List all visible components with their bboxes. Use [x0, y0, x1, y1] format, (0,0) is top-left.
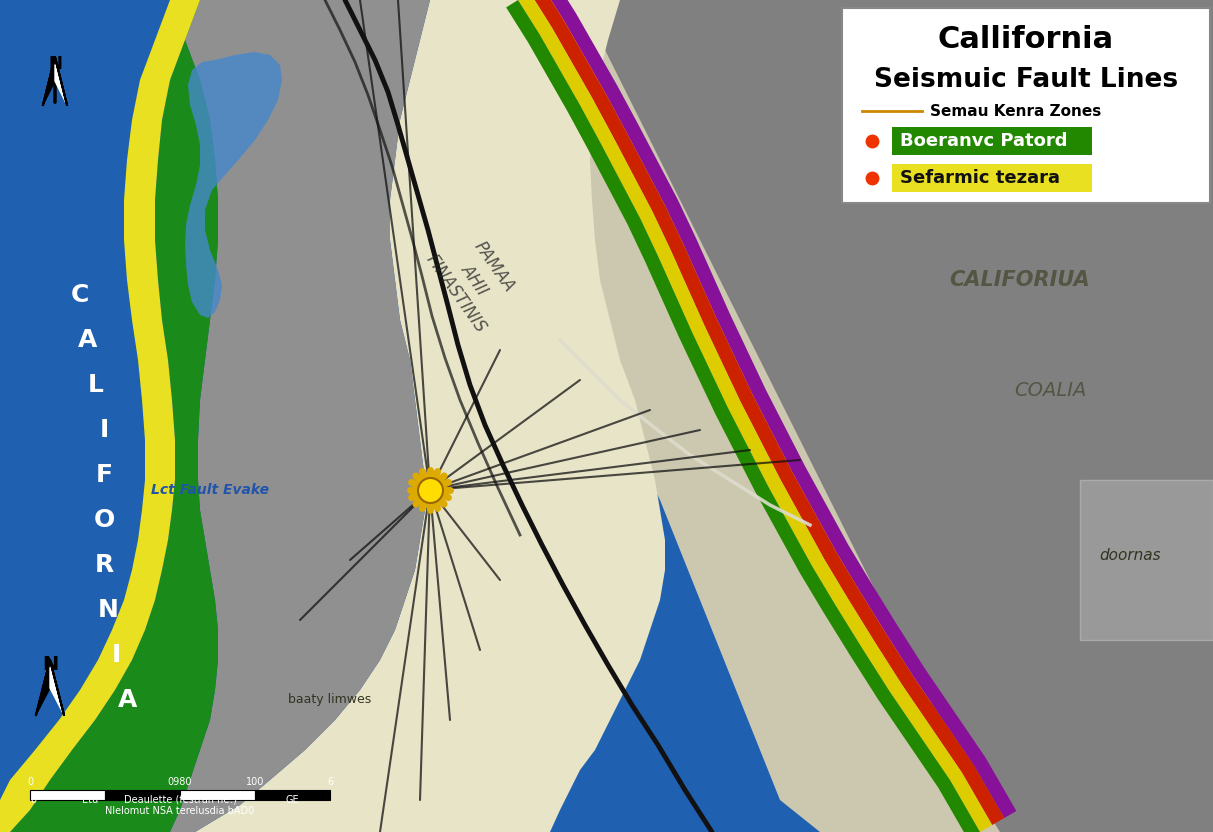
Text: Deaulette (festran ne!): Deaulette (festran ne!) [124, 795, 237, 805]
Polygon shape [530, 0, 1213, 832]
Bar [30, 790, 106, 800]
Polygon shape [542, 0, 1016, 818]
Text: Seismuic Fault Lines: Seismuic Fault Lines [873, 67, 1178, 93]
Polygon shape [10, 0, 218, 832]
Text: PAMAA
AHII
FINASTINIS: PAMAA AHII FINASTINIS [422, 224, 528, 336]
Polygon shape [36, 660, 50, 715]
Text: 100: 100 [246, 777, 264, 787]
Text: 0: 0 [30, 795, 36, 805]
Text: 6: 6 [328, 777, 334, 787]
Text: L: L [89, 373, 104, 397]
Text: 0: 0 [27, 777, 33, 787]
Text: 0980: 0980 [167, 777, 192, 787]
Text: doornas: doornas [1099, 547, 1161, 562]
Text: I: I [112, 643, 120, 667]
Text: A: A [119, 688, 138, 712]
Text: Callifornia: Callifornia [938, 26, 1114, 55]
Text: Nlelomut NSA terelusdia bAD0: Nlelomut NSA terelusdia bAD0 [106, 806, 255, 816]
Bar [255, 790, 330, 800]
Text: Semau Kenra Zones: Semau Kenra Zones [930, 103, 1101, 118]
Text: N: N [97, 598, 119, 622]
Text: Lct Fault Evake: Lct Fault Evake [150, 483, 269, 497]
Bar [892, 127, 1092, 155]
Polygon shape [518, 0, 992, 832]
Text: CALIFORIUA: CALIFORIUA [950, 270, 1090, 290]
Text: A: A [79, 328, 98, 352]
Polygon shape [42, 57, 55, 105]
Bar [106, 790, 180, 800]
Polygon shape [55, 57, 67, 105]
Text: R: R [95, 553, 114, 577]
Polygon shape [506, 0, 980, 832]
Text: O: O [93, 508, 114, 532]
Text: GE: GE [286, 795, 300, 805]
Bar [1080, 480, 1213, 640]
Bar [842, 8, 1211, 203]
Polygon shape [0, 0, 200, 832]
Bar [180, 790, 255, 800]
Bar [892, 164, 1092, 192]
Text: Boeranvc Patord: Boeranvc Patord [900, 132, 1067, 150]
Polygon shape [429, 0, 1213, 832]
Text: F: F [96, 463, 113, 487]
Text: baaty limwes: baaty limwes [289, 694, 371, 706]
Polygon shape [170, 0, 429, 832]
Polygon shape [186, 52, 281, 318]
Polygon shape [50, 660, 64, 715]
Text: Etu: Etu [81, 795, 98, 805]
Text: N: N [49, 55, 62, 73]
Polygon shape [530, 0, 1004, 825]
Polygon shape [195, 0, 665, 832]
Text: Sefarmic tezara: Sefarmic tezara [900, 169, 1060, 187]
Text: C: C [70, 283, 90, 307]
Text: N: N [42, 655, 58, 674]
Text: I: I [99, 418, 109, 442]
Text: COALIA: COALIA [1014, 380, 1086, 399]
